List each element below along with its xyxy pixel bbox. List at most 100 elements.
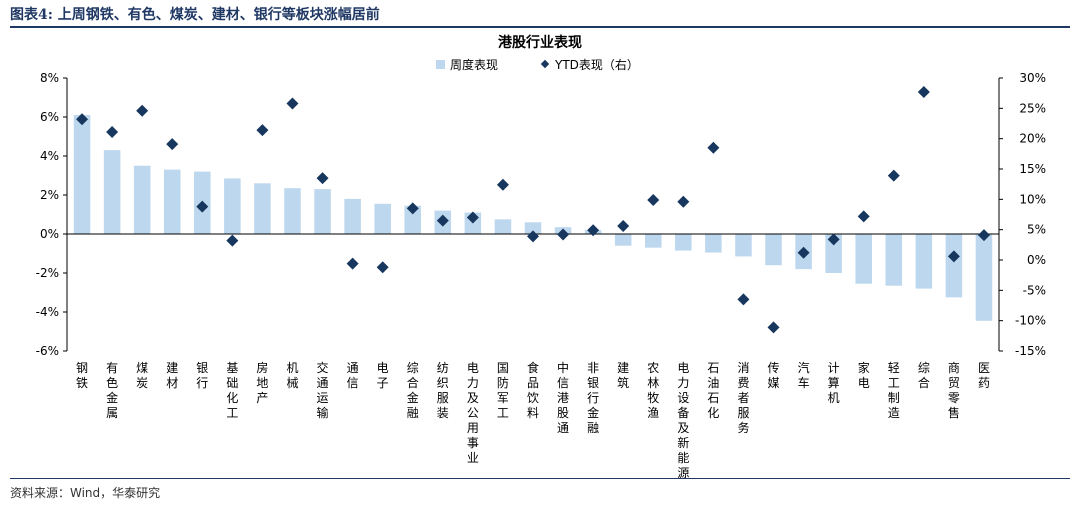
right-tick-label: 0% bbox=[1027, 253, 1046, 267]
ytd-marker bbox=[857, 210, 870, 223]
sector-performance-chart: 港股行业表现 周度表现 YTD表现（右） 8% 6% 4% 2% 0% -2% -4% -6%… bbox=[36, 34, 1046, 480]
left-tick-label: -4% bbox=[36, 305, 59, 319]
legend-marker-label: YTD表现（右） bbox=[554, 57, 639, 72]
legend-bar-label: 周度表现 bbox=[450, 57, 498, 72]
ytd-marker bbox=[587, 224, 600, 237]
weekly-bar bbox=[644, 234, 662, 248]
weekly-bar bbox=[855, 234, 872, 284]
ytd-marker bbox=[346, 257, 359, 270]
weekly-bar bbox=[494, 219, 512, 234]
category-label: 汽车 bbox=[798, 360, 810, 390]
category-label: 房地产 bbox=[256, 360, 268, 405]
ytd-marker bbox=[707, 141, 720, 154]
ytd-marker bbox=[737, 293, 750, 306]
category-label: 非银行金融 bbox=[587, 361, 599, 435]
weekly-bar bbox=[735, 234, 752, 257]
category-label: 电力及公用事业 bbox=[467, 361, 479, 465]
category-label: 中信港股通 bbox=[557, 360, 569, 435]
category-label: 银行 bbox=[196, 361, 208, 390]
weekly-bar bbox=[163, 169, 181, 234]
category-label: 轻工制造 bbox=[888, 361, 900, 420]
category-label: 传媒 bbox=[768, 360, 780, 390]
ytd-marker bbox=[527, 230, 539, 243]
ytd-marker bbox=[256, 124, 269, 137]
source-rule bbox=[10, 478, 1070, 479]
right-tick-label: 10% bbox=[1019, 192, 1046, 206]
right-tick-label: 15% bbox=[1019, 162, 1046, 176]
category-label: 国防军工 bbox=[497, 361, 509, 420]
ytd-marker bbox=[977, 229, 990, 242]
ytd-marker bbox=[917, 85, 930, 98]
weekly-bar bbox=[224, 178, 241, 234]
left-tick-label: 2% bbox=[40, 188, 59, 202]
weekly-bar bbox=[524, 222, 542, 234]
ytd-marker bbox=[617, 220, 630, 233]
category-label: 医药 bbox=[978, 361, 990, 390]
ytd-marker bbox=[76, 113, 89, 126]
category-label: 通信 bbox=[347, 361, 359, 390]
left-tick-label: 4% bbox=[40, 149, 59, 163]
left-tick-label: 0% bbox=[40, 227, 59, 241]
category-label: 有色金属 bbox=[106, 361, 118, 420]
right-tick-label: 20% bbox=[1019, 132, 1046, 146]
legend-bar-swatch bbox=[436, 60, 445, 69]
left-tick-label: 6% bbox=[40, 110, 59, 124]
weekly-bar bbox=[705, 234, 722, 253]
weekly-bar bbox=[915, 234, 933, 289]
weekly-bar bbox=[284, 188, 301, 234]
category-label: 基础化工 bbox=[226, 361, 238, 420]
weekly-bar bbox=[314, 189, 331, 234]
left-tick-label: -6% bbox=[36, 344, 59, 358]
weekly-bar bbox=[885, 234, 903, 286]
category-label: 消费者服务 bbox=[737, 361, 749, 435]
category-label: 食品饮料 bbox=[527, 360, 539, 420]
category-label: 电力设备及新能源 bbox=[677, 361, 689, 480]
ytd-marker bbox=[376, 261, 389, 274]
ytd-marker bbox=[166, 138, 179, 151]
weekly-bar bbox=[374, 203, 391, 234]
right-tick-label: -10% bbox=[1015, 314, 1046, 328]
ytd-marker bbox=[466, 211, 479, 224]
weekly-bar bbox=[404, 205, 422, 234]
ytd-marker bbox=[196, 200, 209, 213]
weekly-bar bbox=[344, 198, 361, 234]
ytd-marker bbox=[316, 172, 329, 185]
category-label: 纺织服装 bbox=[437, 361, 449, 420]
weekly-bar bbox=[73, 115, 91, 234]
ytd-marker bbox=[106, 125, 119, 138]
right-tick-label: 5% bbox=[1027, 223, 1046, 237]
ytd-marker bbox=[677, 195, 690, 208]
plot-area: 8% 6% 4% 2% 0% -2% -4% -6% 30% 25% 20% 15% 10% 5% 0% -5… bbox=[36, 71, 1046, 480]
category-label: 钢铁 bbox=[76, 361, 88, 390]
weekly-bar bbox=[133, 165, 151, 234]
weekly-bar bbox=[254, 183, 271, 234]
right-tick-label: -5% bbox=[1023, 283, 1046, 297]
weekly-bar bbox=[825, 234, 842, 273]
ytd-marker bbox=[136, 104, 149, 117]
weekly-bar bbox=[945, 234, 963, 298]
weekly-bar bbox=[975, 234, 993, 321]
ytd-marker bbox=[406, 202, 419, 215]
category-label: 石油石化 bbox=[707, 361, 719, 420]
ytd-marker bbox=[947, 250, 960, 263]
right-tick-label: 30% bbox=[1019, 71, 1046, 85]
caption-rule bbox=[10, 26, 1070, 28]
category-label: 商贸零售 bbox=[948, 360, 960, 420]
category-label: 建材 bbox=[166, 361, 178, 390]
ytd-marker bbox=[767, 321, 780, 334]
left-tick-label: -2% bbox=[36, 266, 59, 280]
category-label: 机械 bbox=[286, 361, 298, 390]
category-label: 农林牧渔 bbox=[647, 361, 659, 420]
chart-title: 港股行业表现 bbox=[498, 34, 582, 51]
left-tick-label: 8% bbox=[40, 71, 59, 85]
category-label: 家电 bbox=[858, 360, 870, 390]
ytd-marker bbox=[887, 169, 900, 182]
category-label: 交通运输 bbox=[317, 360, 329, 420]
category-label: 综合 bbox=[918, 361, 930, 390]
ytd-marker bbox=[647, 193, 660, 206]
weekly-bar bbox=[765, 234, 782, 266]
right-tick-label: 25% bbox=[1019, 101, 1046, 115]
ytd-marker bbox=[436, 214, 449, 227]
right-tick-label: -15% bbox=[1015, 344, 1046, 358]
weekly-bar bbox=[103, 150, 121, 234]
